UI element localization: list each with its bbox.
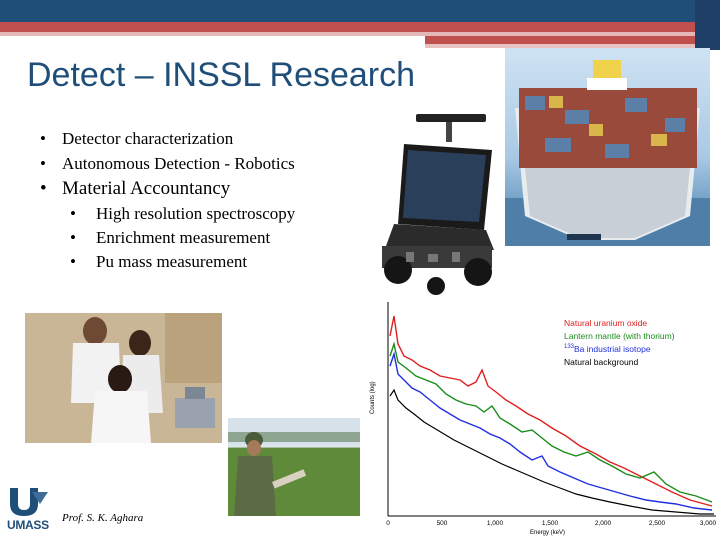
field-detector-photo (228, 418, 364, 516)
sub-bullet-item: Pu mass measurement (70, 250, 295, 274)
sub-bullet-item: Enrichment measurement (70, 226, 295, 250)
spectrum-legend-barium-mass: 133 (564, 344, 575, 351)
spectrum-xtick: 500 (437, 520, 448, 527)
umass-logo-text: UMASS (7, 518, 49, 532)
header-accent-light-right (425, 44, 695, 48)
sub-bullet-item: High resolution spectroscopy (70, 202, 295, 226)
header-accent-light (0, 32, 695, 36)
container-ship-photo (505, 48, 710, 246)
bullet-list: Detector characterization Autonomous Det… (40, 126, 295, 274)
spectrum-legend-barium: 133Ba industrial isotope (564, 344, 651, 354)
author-credit: Prof. S. K. Aghara (62, 512, 144, 524)
header-accent-band-right (425, 36, 695, 44)
bullet-item: Autonomous Detection - Robotics (40, 151, 295, 176)
spectrum-legend-thorium: Lantern mantle (with thorium) (564, 331, 675, 341)
spectrum-legend-background: Natural background (564, 357, 639, 367)
spectrum-legend-uranium: Natural uranium oxide (564, 318, 648, 328)
umass-logo (6, 484, 52, 534)
bullet-item: Detector characterization (40, 126, 295, 151)
bullet-item: Material Accountancy High resolution spe… (40, 176, 295, 274)
spectrum-xtick: 1,000 (487, 520, 504, 527)
header-bar (0, 0, 720, 22)
header-accent-band (0, 22, 695, 32)
spectrum-xtick: 2,000 (595, 520, 612, 527)
robot-laptop-photo (376, 110, 500, 305)
spectrum-xtick: 2,500 (649, 520, 666, 527)
gamma-spectrum-figure: Counts (log) Energy (keV) 0 500 1,000 1,… (360, 296, 720, 536)
spectrum-xtick: 1,500 (542, 520, 559, 527)
header-bar-corner (695, 0, 720, 50)
sub-bullet-list: High resolution spectroscopy Enrichment … (70, 202, 295, 274)
spectrum-xlabel: Energy (keV) (530, 530, 565, 536)
spectrum-xtick: 3,000 (700, 520, 717, 527)
spectrum-legend-barium-label: Ba industrial isotope (574, 344, 651, 354)
slide-title: Detect – INSSL Research (27, 56, 416, 94)
bullet-item-label: Material Accountancy (62, 178, 231, 199)
spectrum-xtick: 0 (386, 520, 390, 527)
lab-people-photo (25, 313, 222, 443)
spectrum-ylabel: Counts (log) (370, 381, 376, 414)
